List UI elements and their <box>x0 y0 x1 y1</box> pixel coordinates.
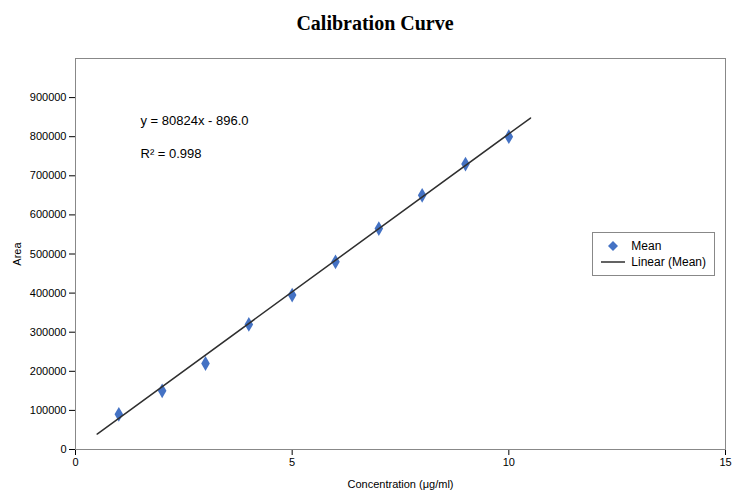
svg-text:700000: 700000 <box>30 169 67 181</box>
svg-text:100000: 100000 <box>30 404 67 416</box>
svg-text:Concentration (μg/ml): Concentration (μg/ml) <box>348 478 454 490</box>
svg-text:15: 15 <box>719 456 731 468</box>
svg-text:R² = 0.998: R² = 0.998 <box>141 146 202 161</box>
svg-text:500000: 500000 <box>30 248 67 260</box>
svg-text:10: 10 <box>503 456 515 468</box>
html-text:Calibration Curve: Calibration Curve <box>296 12 454 34</box>
svg-text:Area: Area <box>11 242 23 266</box>
svg-text:900000: 900000 <box>30 91 67 103</box>
svg-text:200000: 200000 <box>30 365 67 377</box>
svg-text:5: 5 <box>289 456 295 468</box>
svg-text:300000: 300000 <box>30 326 67 338</box>
svg-text:0: 0 <box>72 456 78 468</box>
svg-text:400000: 400000 <box>30 287 67 299</box>
html-text:Linear (Mean): Linear (Mean) <box>631 254 706 269</box>
svg-text:y = 80824x - 896.0: y = 80824x - 896.0 <box>141 113 249 128</box>
svg-text:0: 0 <box>60 443 66 455</box>
svg-text:600000: 600000 <box>30 208 67 220</box>
svg-text:800000: 800000 <box>30 130 67 142</box>
html-text:Mean: Mean <box>631 238 662 253</box>
